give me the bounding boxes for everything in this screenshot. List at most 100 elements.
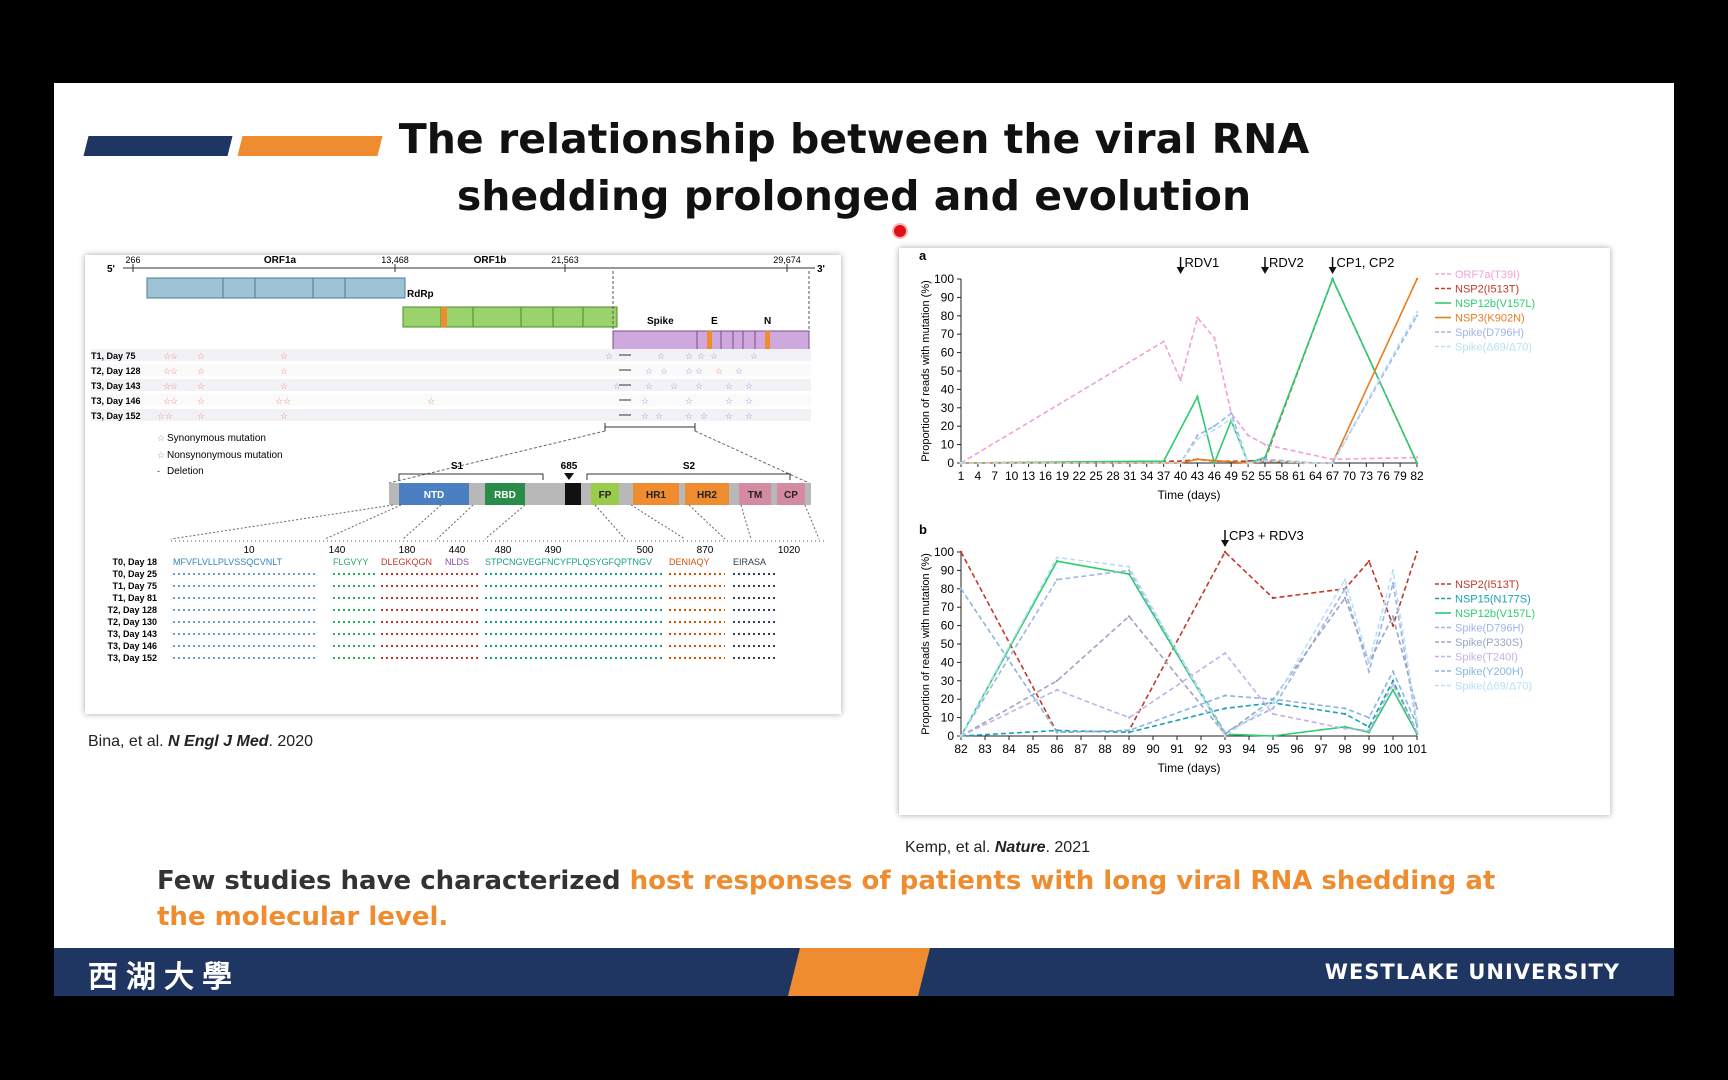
orf1a-block	[146, 277, 224, 299]
series-point	[1223, 694, 1227, 697]
reference-sequence-segment: EIRASA	[733, 557, 766, 567]
series-point	[1415, 720, 1419, 723]
mutation-star: ☆	[710, 351, 718, 361]
x-axis-title: Time (days)	[1158, 488, 1221, 502]
x-axis-title: Time (days)	[1158, 761, 1221, 775]
series-point	[1263, 459, 1267, 463]
mutation-star: ☆	[750, 351, 758, 361]
y-tick-label: 50	[941, 364, 955, 378]
panel-label: a	[919, 248, 927, 263]
three-prime-label: 3'	[817, 264, 825, 275]
x-tick-label: 93	[1218, 742, 1232, 756]
mutation-star: ☆	[685, 351, 693, 361]
x-tick-label: 79	[1393, 469, 1407, 483]
orf1b-block	[402, 306, 442, 328]
footer-university-en: WESTLAKE UNIVERSITY	[1324, 960, 1620, 984]
title-line-1: The relationship between the viral RNA	[398, 115, 1310, 163]
annotation-arrow-head	[1176, 267, 1185, 274]
footer-university-cn: 西湖大學	[88, 960, 240, 995]
series-point	[1367, 670, 1371, 673]
alignment-row-label: T0, Day 18	[112, 557, 157, 567]
x-tick-label: 19	[1056, 469, 1070, 483]
series-point	[1196, 437, 1199, 441]
series-point	[1127, 731, 1131, 734]
alignment-guide	[484, 504, 526, 540]
x-tick-label: 13	[1022, 469, 1036, 483]
series-point	[1415, 461, 1419, 465]
citation-right: Kemp, et al. Nature. 2021	[905, 839, 1090, 857]
series-point	[1367, 731, 1371, 734]
y-tick-label: 20	[941, 692, 955, 706]
series-point	[1246, 461, 1250, 465]
mutation-star: ☆	[163, 366, 171, 376]
spike-domain-block	[485, 483, 525, 505]
zoom-guide-right	[694, 430, 810, 484]
legend-entry: NSP2(I513T)	[1455, 284, 1519, 296]
panel-label: b	[919, 522, 927, 537]
site-685-label: 685	[561, 461, 578, 472]
legend-entry: Spike(D796H)	[1455, 327, 1524, 339]
series-point	[959, 461, 963, 465]
alignment-row-label: T1, Day 75	[112, 581, 157, 591]
series-point	[1271, 701, 1275, 705]
mutation-star: ☆	[170, 366, 178, 376]
alignment-tick-label: 870	[697, 545, 714, 556]
series-point	[1271, 734, 1275, 738]
mutation-star: ☆	[165, 411, 173, 421]
series-point	[1263, 458, 1267, 461]
summary-note: Few studies have characterized host resp…	[157, 863, 1537, 935]
mutation-star: ☆	[670, 381, 678, 391]
series-point	[1127, 615, 1131, 618]
series-line	[960, 569, 1418, 737]
series-line	[960, 652, 1418, 737]
x-tick-label: 83	[978, 742, 992, 756]
x-tick-label: 43	[1191, 469, 1205, 483]
x-tick-label: 89	[1122, 742, 1136, 756]
series-point	[1343, 712, 1347, 716]
mutation-star: ☆	[725, 381, 733, 391]
series-point	[1343, 707, 1347, 710]
series-point	[1415, 723, 1419, 727]
x-tick-label: 28	[1106, 469, 1120, 483]
x-tick-label: 31	[1123, 469, 1137, 483]
mutation-star: ☆	[605, 351, 613, 361]
x-tick-label: 101	[1407, 742, 1427, 756]
y-tick-label: 100	[934, 545, 954, 559]
series-point	[1415, 732, 1419, 736]
e-label: E	[711, 316, 718, 327]
spike-domain-block	[739, 483, 771, 505]
x-tick-label: 95	[1266, 742, 1280, 756]
mutation-star: ☆	[170, 381, 178, 391]
series-point	[1367, 729, 1371, 732]
slide: The relationship between the viral RNA s…	[54, 83, 1674, 996]
x-tick-label: 49	[1225, 469, 1239, 483]
series-point	[1263, 456, 1267, 459]
series-point	[1162, 459, 1165, 463]
annotation-arrow-head	[1221, 540, 1229, 547]
y-tick-label: 50	[941, 637, 955, 651]
series-point	[1314, 461, 1317, 465]
mutation-star: ☆	[197, 411, 205, 421]
s1-bracket	[398, 473, 544, 480]
rdrp-label: RdRp	[407, 289, 434, 300]
footer-bar: 西湖大學 WESTLAKE UNIVERSITY	[54, 948, 1674, 996]
series-point	[1415, 731, 1419, 734]
series-point	[1230, 417, 1233, 421]
x-tick-label: 97	[1314, 742, 1328, 756]
series-point	[1055, 578, 1059, 581]
mutation-star: ☆	[745, 381, 753, 391]
x-tick-label: 40	[1174, 469, 1188, 483]
genome-mutation-figure: 5' 3' 266 13,468 21,563 29,674 ORF1a ORF1b RdRp S…	[85, 255, 841, 714]
series-point	[1391, 615, 1395, 618]
x-tick-label: 86	[1050, 742, 1064, 756]
orf1a-block	[312, 277, 346, 299]
annotation-arrow-head	[1261, 267, 1269, 274]
genome-position-label: 266	[125, 255, 140, 265]
y-tick-label: 70	[941, 600, 955, 614]
mutation-star: ☆	[745, 411, 753, 421]
x-tick-label: 70	[1343, 469, 1357, 483]
n-marker	[765, 331, 770, 351]
alignment-row-label: T3, Day 143	[107, 629, 157, 639]
spike-domain-block	[685, 483, 729, 505]
annotation-label: RDV1	[1185, 255, 1220, 270]
